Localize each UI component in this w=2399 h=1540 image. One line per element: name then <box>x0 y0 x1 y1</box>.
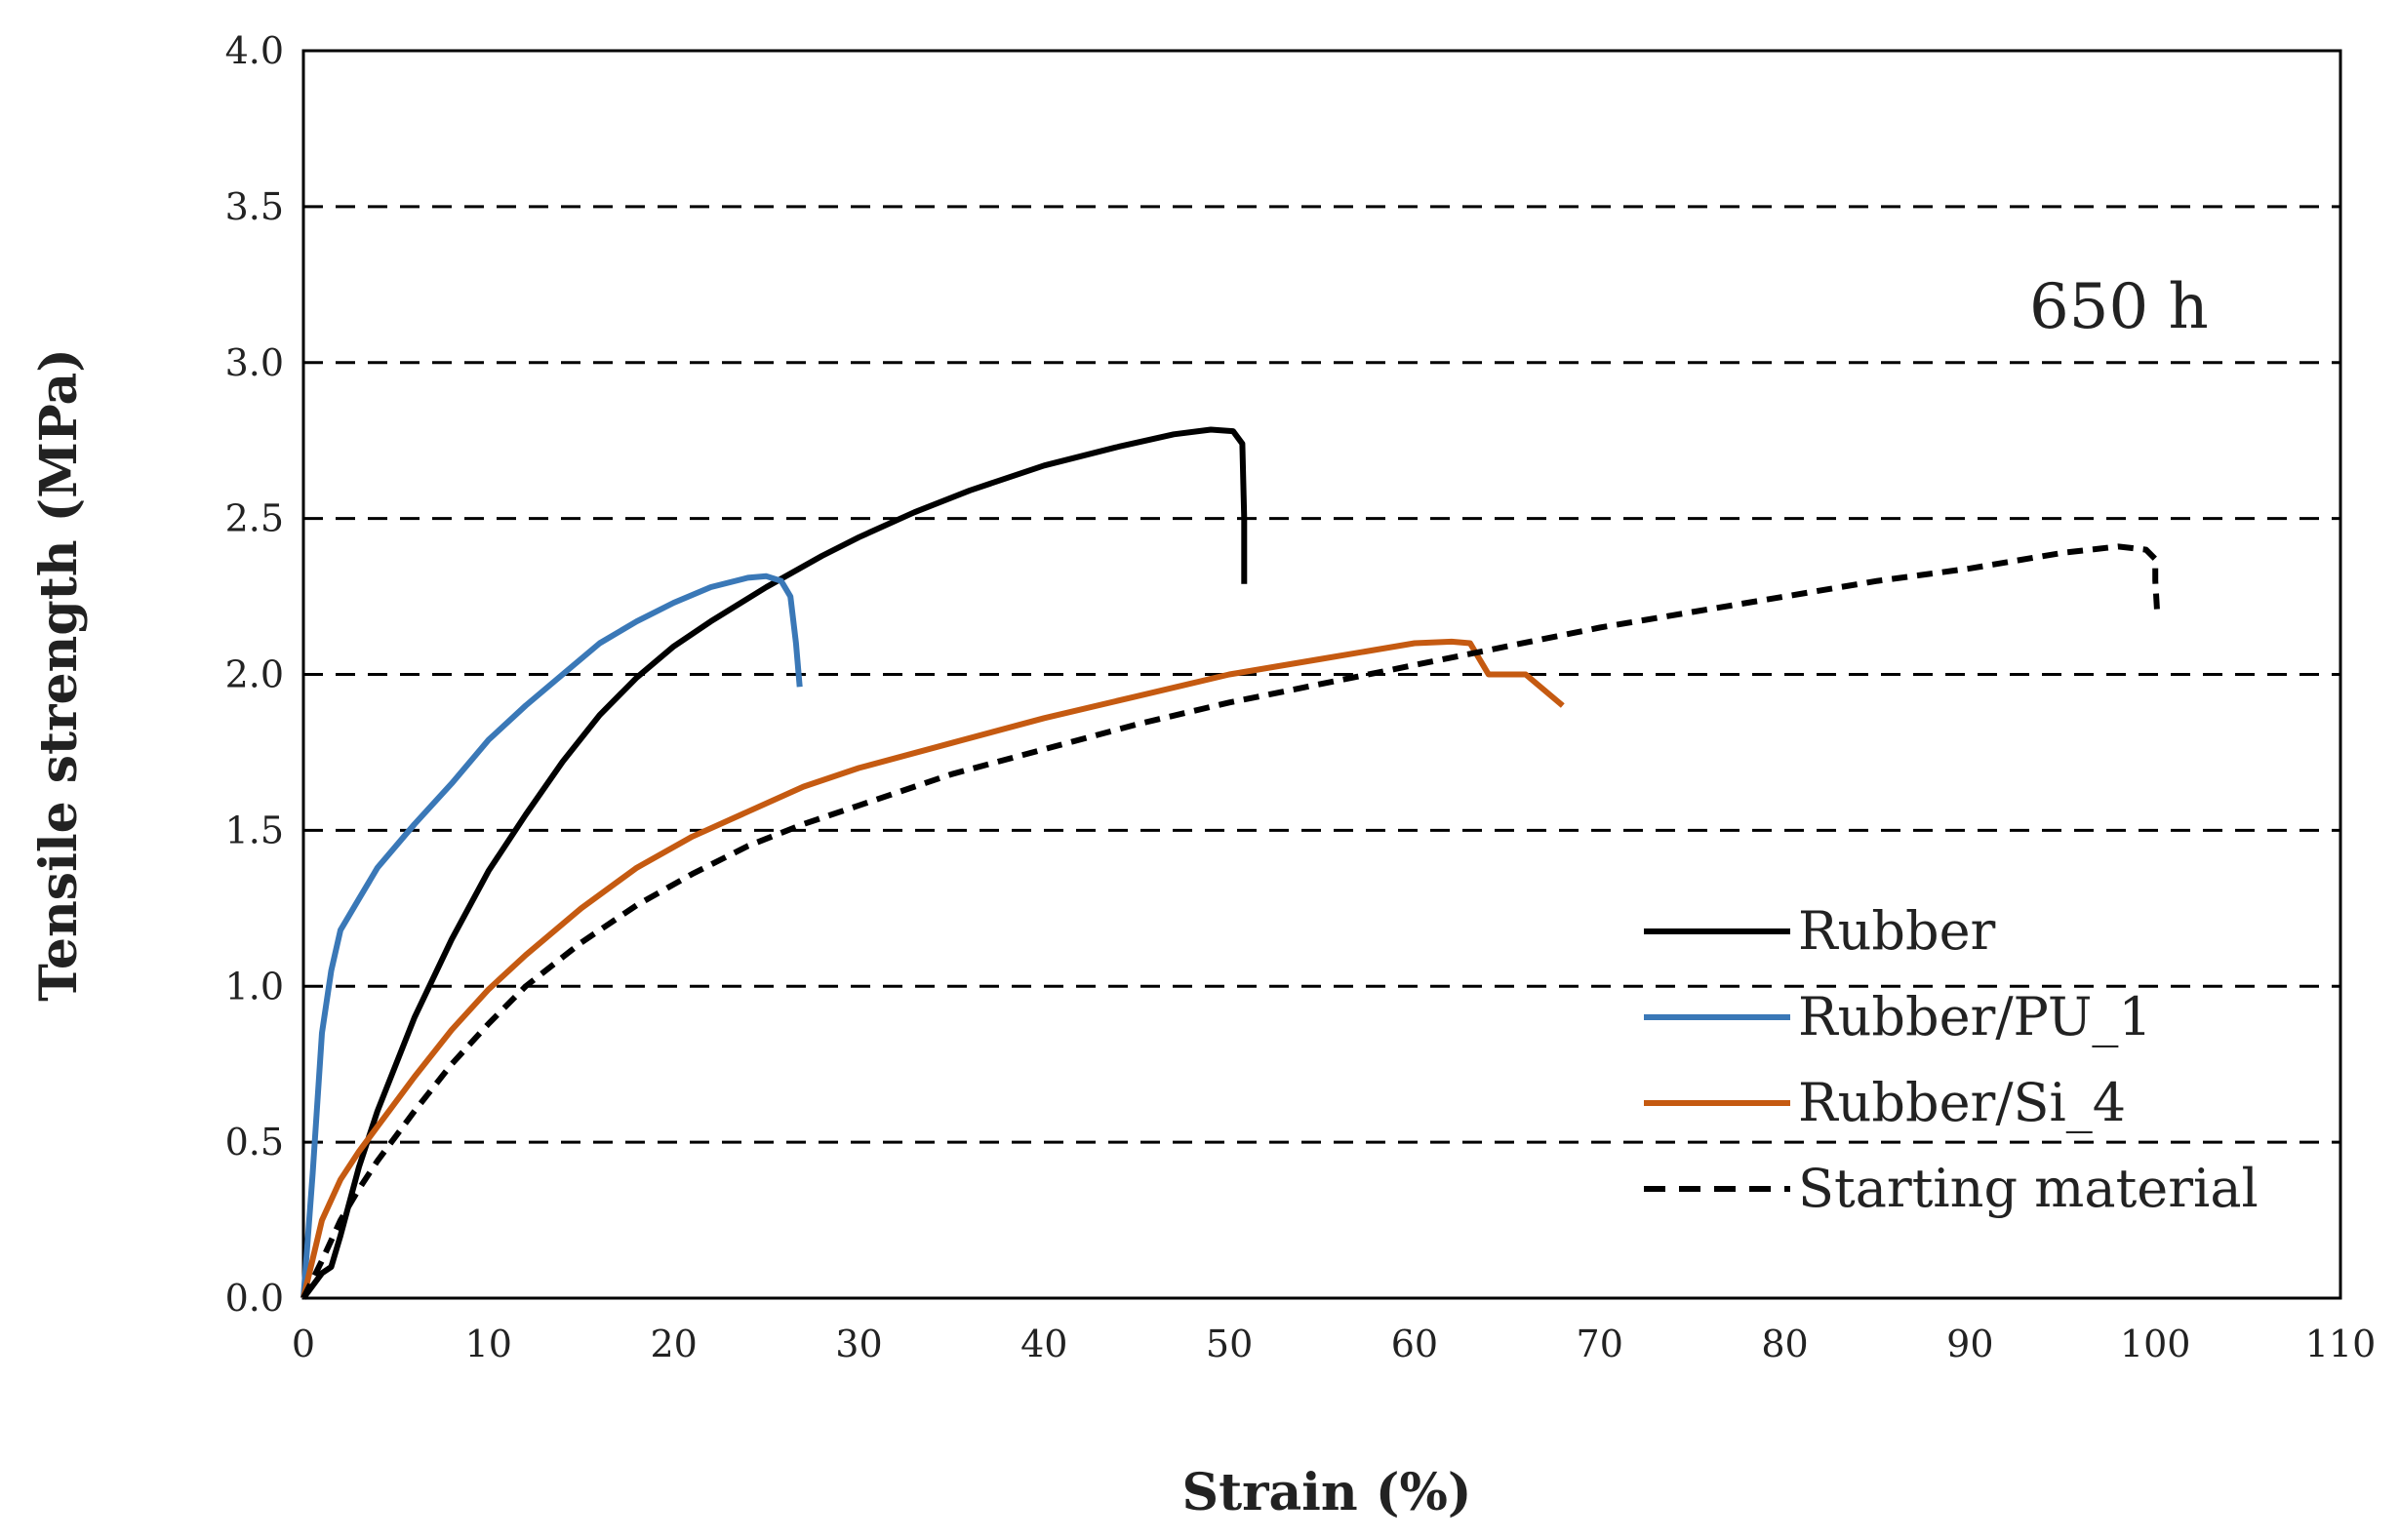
series-line-rubber-pu-1 <box>300 573 803 1299</box>
x-tick-labels: 0 10 20 30 40 50 60 70 80 90 100 110 <box>292 1323 2376 1365</box>
legend-label: Starting material <box>1798 1158 2259 1219</box>
x-tick-label: 50 <box>1206 1323 1253 1365</box>
y-tick-label: 2.5 <box>225 497 284 540</box>
legend-label: Rubber/Si_4 <box>1798 1072 2126 1133</box>
y-tick-labels: 0.0 0.5 1.0 1.5 2.0 2.5 3.0 3.5 4.0 <box>225 29 284 1320</box>
x-tick-label: 10 <box>465 1323 512 1365</box>
y-tick-label: 0.0 <box>225 1277 284 1320</box>
y-tick-label: 4.0 <box>225 29 284 72</box>
series-lines <box>300 426 2161 1300</box>
x-tick-label: 0 <box>292 1323 315 1365</box>
x-tick-label: 80 <box>1761 1323 1808 1365</box>
y-tick-label: 1.5 <box>225 809 284 851</box>
y-tick-label: 1.0 <box>225 965 284 1007</box>
series-line-starting-material <box>300 543 2161 1300</box>
x-tick-label: 100 <box>2120 1323 2191 1365</box>
y-tick-label: 2.0 <box>225 653 284 696</box>
legend: Rubber Rubber/PU_1 Rubber/Si_4 Starting mat… <box>1644 900 2259 1219</box>
y-axis-label: Tensile strength (MPa) <box>29 348 89 1002</box>
x-tick-label: 110 <box>2305 1323 2377 1365</box>
series-line-rubber <box>300 426 1248 1300</box>
legend-label: Rubber/PU_1 <box>1798 986 2152 1047</box>
x-tick-label: 30 <box>835 1323 882 1365</box>
x-axis-label: Strain (%) <box>1182 1463 1472 1522</box>
y-tick-label: 0.5 <box>225 1121 284 1164</box>
x-tick-label: 60 <box>1391 1323 1438 1365</box>
plot-frame <box>301 49 2342 1300</box>
y-tick-label: 3.0 <box>225 341 284 384</box>
legend-label: Rubber <box>1798 900 1996 962</box>
x-tick-label: 40 <box>1020 1323 1067 1365</box>
series-line-rubber-si-4 <box>300 638 1565 1299</box>
x-tick-label: 90 <box>1946 1323 1993 1365</box>
x-tick-label: 20 <box>650 1323 697 1365</box>
time-annotation: 650 h <box>2029 271 2209 343</box>
y-tick-label: 3.5 <box>225 185 284 228</box>
x-tick-label: 70 <box>1577 1323 1623 1365</box>
